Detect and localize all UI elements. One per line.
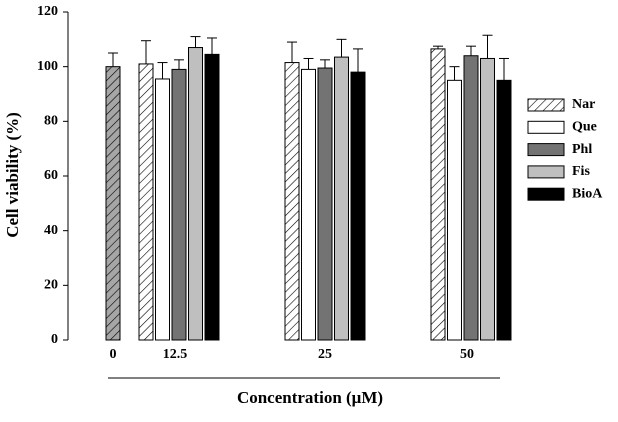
y-tick-label: 40 (44, 223, 58, 238)
bar (301, 68, 316, 341)
error-bar (449, 66, 460, 81)
error-bar (174, 59, 184, 70)
x-tick-label: 12.5 (163, 347, 188, 362)
error-bar (482, 34, 493, 59)
y-axis-title: Cell viability (%) (3, 112, 22, 238)
y-tick-label: 80 (44, 114, 58, 129)
y-tick-label: 60 (44, 168, 58, 183)
bar (284, 62, 300, 341)
error-bar (207, 37, 217, 55)
error-bar (499, 57, 509, 81)
legend-swatch (527, 98, 565, 112)
error-bar (190, 36, 201, 48)
bar (463, 55, 479, 341)
legend-label: BioA (572, 186, 603, 201)
legend-label: Fis (572, 164, 590, 179)
bar (430, 48, 446, 341)
error-bar (141, 40, 151, 64)
bar (188, 47, 203, 341)
x-tick-label: 50 (460, 347, 474, 362)
error-bar (433, 45, 443, 49)
bar (204, 53, 220, 341)
bar (334, 56, 349, 341)
bar (105, 66, 121, 341)
legend-swatch (527, 165, 565, 179)
legend-swatch (527, 143, 565, 157)
bar (317, 67, 333, 341)
error-bar (336, 38, 347, 58)
x-axis-title: Concentration (μM) (237, 388, 383, 407)
y-tick-label: 120 (37, 4, 58, 19)
legend-swatch (527, 120, 565, 134)
legend-label: Nar (572, 97, 595, 112)
legend-label: Phl (572, 142, 592, 157)
error-bar (157, 62, 168, 79)
x-tick-label: 0 (110, 347, 117, 362)
error-bar (466, 45, 476, 56)
y-tick-label: 0 (51, 332, 58, 347)
error-bar (303, 57, 314, 70)
bar (496, 79, 512, 341)
error-bar (353, 48, 363, 73)
error-bar (108, 52, 118, 67)
bar (350, 71, 366, 341)
y-tick-label: 100 (37, 59, 58, 74)
error-bar (287, 41, 297, 63)
legend-label: Que (572, 120, 597, 135)
bar (447, 79, 462, 341)
bar (171, 68, 187, 341)
bar (480, 57, 495, 341)
error-bar (320, 59, 330, 69)
y-tick-label: 20 (44, 278, 58, 293)
bar (138, 63, 154, 341)
x-tick-label: 25 (318, 347, 332, 362)
bar (155, 78, 170, 341)
legend-swatch (527, 187, 565, 201)
